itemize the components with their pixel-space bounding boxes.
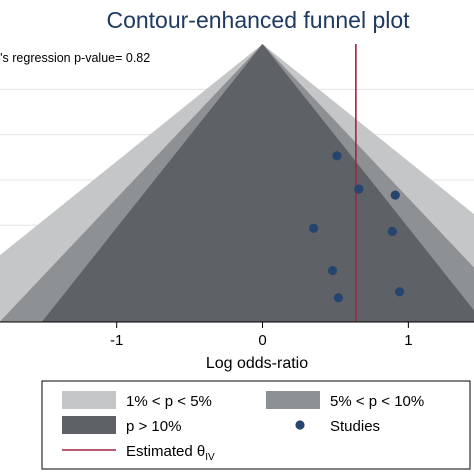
- regression-annotation: r's regression p-value= 0.82: [0, 51, 150, 65]
- contour-gt10-region: [41, 44, 474, 322]
- study-point-1: [332, 151, 342, 161]
- legend-label-studies: Studies: [330, 418, 380, 435]
- plot-area: [0, 44, 474, 322]
- x-axis-label: Log odds-ratio: [206, 355, 308, 372]
- legend-swatch-contour-5-10: [266, 391, 320, 409]
- study-point-8: [395, 287, 405, 297]
- x-tick-label-1: 0: [258, 332, 266, 349]
- study-point-7: [333, 293, 343, 303]
- legend-label-estimate: Estimated θIV: [126, 443, 215, 463]
- study-point-3: [390, 190, 400, 200]
- chart-title: Contour-enhanced funnel plot: [106, 7, 410, 33]
- legend-label-contour-1-5: 1% < p < 5%: [126, 393, 212, 410]
- legend: 1% < p < 5% 5% < p < 10% p > 10% Studies…: [41, 380, 471, 470]
- legend-label-contour-gt10: p > 10%: [126, 418, 181, 435]
- legend-swatch-contour-1-5: [62, 391, 116, 409]
- study-point-4: [308, 223, 319, 233]
- x-tick-label-2: 1: [404, 332, 412, 349]
- study-point-6: [327, 266, 338, 276]
- x-axis: -1 0 1: [0, 321, 474, 349]
- study-point-5: [387, 226, 397, 236]
- legend-label-contour-5-10: 5% < p < 10%: [330, 393, 424, 410]
- x-tick-label-0: -1: [110, 332, 123, 349]
- legend-symbol-studies: [295, 420, 305, 430]
- study-point-2: [354, 184, 364, 194]
- legend-swatch-contour-gt10: [62, 416, 116, 434]
